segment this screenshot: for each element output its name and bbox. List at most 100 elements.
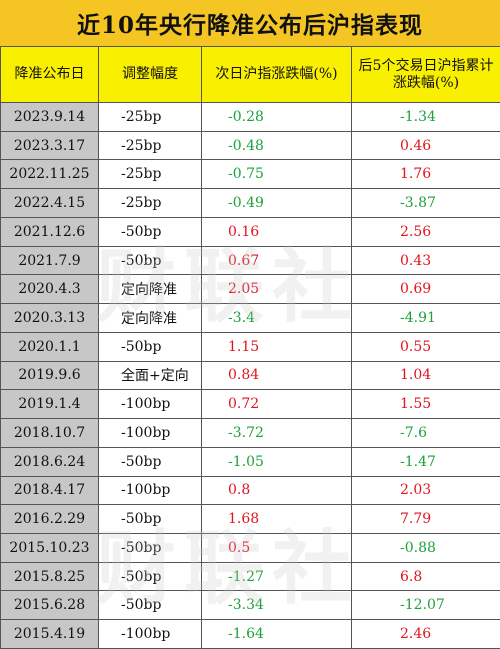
cell-five-day-change: 2.56 — [351, 216, 500, 247]
table-row: 2016.2.29 -50bp 1.68 7.79 — [0, 504, 500, 535]
cell-adjustment: -100bp — [98, 475, 202, 506]
header-next-day-change: 次日沪指涨跌幅(%) — [201, 46, 352, 103]
header-adjustment: 调整幅度 — [98, 46, 202, 103]
cell-adjustment: 全面+定向 — [98, 360, 202, 391]
cell-five-day-change: -4.91 — [351, 303, 500, 333]
cell-five-day-change: -1.47 — [351, 446, 500, 477]
cell-next-day-change: -3.72 — [201, 418, 352, 448]
cell-next-day-change: -0.48 — [201, 130, 352, 161]
cell-next-day-change: 0.16 — [201, 216, 352, 247]
cell-five-day-change: 2.46 — [351, 619, 500, 649]
cell-date: 2015.8.25 — [0, 561, 99, 592]
cell-date: 2018.6.24 — [0, 446, 99, 477]
cell-adjustment: -50bp — [98, 216, 202, 247]
header-date: 降准公布日 — [0, 46, 99, 103]
cell-next-day-change: 0.67 — [201, 245, 352, 276]
table-row: 2022.11.25 -25bp -0.75 1.76 — [0, 159, 500, 190]
cell-date: 2018.4.17 — [0, 475, 99, 506]
cell-adjustment: -50bp — [98, 590, 202, 621]
cell-adjustment: -50bp — [98, 245, 202, 276]
cell-five-day-change: -1.34 — [351, 102, 500, 132]
table-row: 2018.4.17 -100bp 0.8 2.03 — [0, 475, 500, 506]
cell-adjustment: -50bp — [98, 331, 202, 362]
rrr-cut-table: 降准公布日 调整幅度 次日沪指涨跌幅(%) 后5个交易日沪指累计涨跌幅(%) 2… — [0, 46, 500, 649]
cell-adjustment: -50bp — [98, 533, 202, 563]
cell-date: 2020.3.13 — [0, 303, 99, 333]
cell-five-day-change: 0.46 — [351, 130, 500, 161]
cell-date: 2015.10.23 — [0, 533, 99, 563]
cell-five-day-change: 7.79 — [351, 504, 500, 535]
table-row: 2018.10.7 -100bp -3.72 -7.6 — [0, 418, 500, 448]
cell-date: 2022.4.15 — [0, 188, 99, 218]
cell-next-day-change: 2.05 — [201, 274, 352, 305]
table-row: 2020.4.3 定向降准 2.05 0.69 — [0, 274, 500, 305]
table-row: 2022.4.15 -25bp -0.49 -3.87 — [0, 188, 500, 218]
cell-date: 2019.9.6 — [0, 360, 99, 391]
cell-date: 2019.1.4 — [0, 389, 99, 420]
cell-five-day-change: 1.76 — [351, 159, 500, 190]
cell-adjustment: -25bp — [98, 159, 202, 190]
cell-date: 2018.10.7 — [0, 418, 99, 448]
cell-five-day-change: -7.6 — [351, 418, 500, 448]
cell-date: 2022.11.25 — [0, 159, 99, 190]
cell-next-day-change: 1.68 — [201, 504, 352, 535]
cell-date: 2023.9.14 — [0, 102, 99, 132]
table-header-row: 降准公布日 调整幅度 次日沪指涨跌幅(%) 后5个交易日沪指累计涨跌幅(%) — [0, 46, 500, 103]
cell-next-day-change: -1.27 — [201, 561, 352, 592]
cell-next-day-change: 0.8 — [201, 475, 352, 506]
table-row: 2020.1.1 -50bp 1.15 0.55 — [0, 331, 500, 362]
table-row: 2015.8.25 -50bp -1.27 6.8 — [0, 561, 500, 592]
cell-next-day-change: -0.49 — [201, 188, 352, 218]
cell-date: 2021.7.9 — [0, 245, 99, 276]
cell-five-day-change: -12.07 — [351, 590, 500, 621]
cell-five-day-change: 0.69 — [351, 274, 500, 305]
cell-adjustment: 定向降准 — [98, 274, 202, 305]
cell-five-day-change: 6.8 — [351, 561, 500, 592]
cell-five-day-change: 2.03 — [351, 475, 500, 506]
cell-date: 2015.6.28 — [0, 590, 99, 621]
page-title: 近10年央行降准公布后沪指表现 — [0, 0, 500, 46]
table-body: 2023.9.14 -25bp -0.28 -1.34 2023.3.17 -25bp -0… — [0, 102, 500, 649]
table-row: 2020.3.13 定向降准 -3.4 -4.91 — [0, 303, 500, 333]
cell-adjustment: -25bp — [98, 102, 202, 132]
cell-adjustment: -100bp — [98, 418, 202, 448]
table-row: 2023.9.14 -25bp -0.28 -1.34 — [0, 102, 500, 132]
cell-next-day-change: -1.64 — [201, 619, 352, 649]
cell-adjustment: -25bp — [98, 188, 202, 218]
table-row: 2018.6.24 -50bp -1.05 -1.47 — [0, 446, 500, 477]
cell-next-day-change: -1.05 — [201, 446, 352, 477]
cell-next-day-change: 0.84 — [201, 360, 352, 391]
cell-next-day-change: -0.75 — [201, 159, 352, 190]
cell-next-day-change: 0.72 — [201, 389, 352, 420]
table-row: 2015.4.19 -100bp -1.64 2.46 — [0, 619, 500, 649]
cell-next-day-change: 1.15 — [201, 331, 352, 362]
cell-adjustment: -100bp — [98, 619, 202, 649]
table-row: 2021.7.9 -50bp 0.67 0.43 — [0, 245, 500, 276]
cell-adjustment: -50bp — [98, 561, 202, 592]
cell-date: 2015.4.19 — [0, 619, 99, 649]
cell-next-day-change: -0.28 — [201, 102, 352, 132]
cell-five-day-change: -0.88 — [351, 533, 500, 563]
cell-adjustment: -50bp — [98, 446, 202, 477]
cell-date: 2020.1.1 — [0, 331, 99, 362]
table-row: 2015.10.23 -50bp 0.5 -0.88 — [0, 533, 500, 563]
cell-next-day-change: -3.4 — [201, 303, 352, 333]
table-row: 2019.9.6 全面+定向 0.84 1.04 — [0, 360, 500, 391]
cell-date: 2023.3.17 — [0, 130, 99, 161]
cell-five-day-change: 1.04 — [351, 360, 500, 391]
table-row: 2021.12.6 -50bp 0.16 2.56 — [0, 216, 500, 247]
cell-next-day-change: 0.5 — [201, 533, 352, 563]
cell-date: 2020.4.3 — [0, 274, 99, 305]
cell-date: 2016.2.29 — [0, 504, 99, 535]
header-five-day-change: 后5个交易日沪指累计涨跌幅(%) — [351, 46, 500, 103]
table-row: 2019.1.4 -100bp 0.72 1.55 — [0, 389, 500, 420]
cell-next-day-change: -3.34 — [201, 590, 352, 621]
cell-five-day-change: -3.87 — [351, 188, 500, 218]
cell-adjustment: -100bp — [98, 389, 202, 420]
cell-adjustment: -25bp — [98, 130, 202, 161]
cell-date: 2021.12.6 — [0, 216, 99, 247]
cell-five-day-change: 0.55 — [351, 331, 500, 362]
table-row: 2015.6.28 -50bp -3.34 -12.07 — [0, 590, 500, 621]
cell-adjustment: 定向降准 — [98, 303, 202, 333]
